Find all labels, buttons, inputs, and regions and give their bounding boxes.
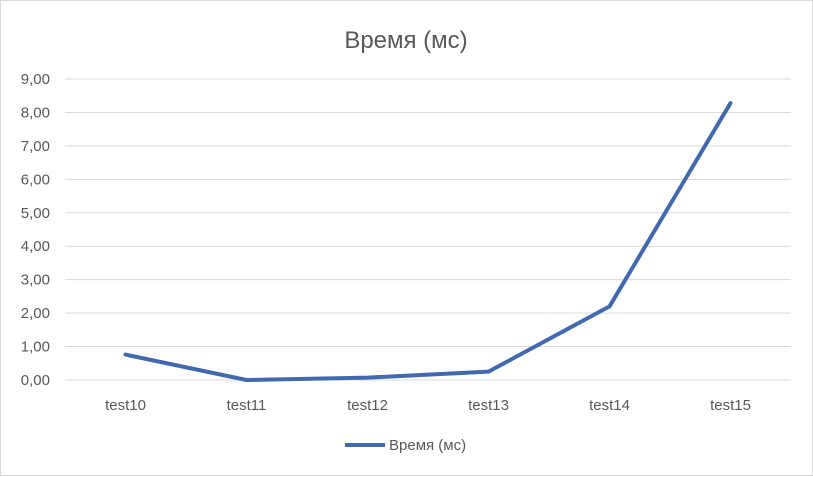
x-tick-label: test14 — [589, 397, 630, 414]
x-tick-label: test10 — [105, 397, 146, 414]
x-tick-label: test12 — [347, 397, 388, 414]
y-tick-label: 9,00 — [21, 71, 50, 88]
legend-label: Время (мс) — [389, 437, 466, 454]
y-tick-label: 8,00 — [21, 104, 50, 121]
x-tick-label: test15 — [710, 397, 751, 414]
y-tick-label: 3,00 — [21, 272, 50, 289]
gridlines — [65, 78, 791, 381]
y-axis-ticks: 0,00 1,00 2,00 3,00 4,00 5,00 6,00 7,00 8,00 9,00 — [21, 71, 50, 389]
y-tick-label: 4,00 — [21, 238, 50, 255]
y-tick-label: 5,00 — [21, 205, 50, 222]
y-tick-label: 1,00 — [21, 339, 50, 356]
y-tick-label: 0,00 — [21, 372, 50, 389]
chart-title: Время (мс) — [344, 27, 467, 54]
series-lines — [123, 101, 733, 382]
y-tick-label: 7,00 — [21, 138, 50, 155]
legend: Время (мс) — [345, 437, 466, 454]
y-tick-label: 6,00 — [21, 171, 50, 188]
series-line — [123, 101, 733, 382]
x-axis-ticks: test10 test11 test12 test13 test14 test15 — [105, 397, 751, 414]
x-tick-label: test13 — [468, 397, 509, 414]
x-tick-label: test11 — [227, 397, 267, 414]
y-tick-label: 2,00 — [21, 305, 50, 322]
